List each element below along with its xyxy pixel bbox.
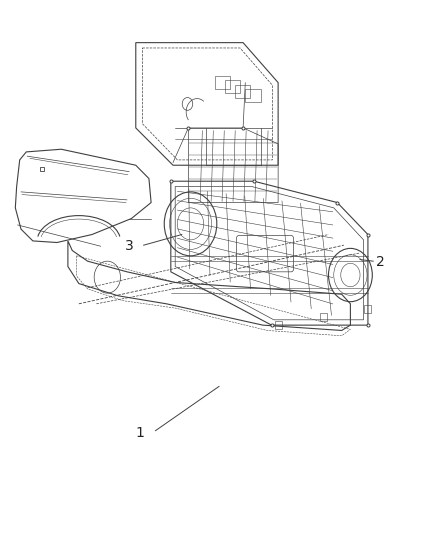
Text: 1: 1 — [136, 426, 145, 440]
Text: 2: 2 — [376, 255, 385, 269]
Bar — [275, 321, 282, 329]
Text: 3: 3 — [125, 239, 134, 253]
Bar — [320, 313, 326, 321]
Bar — [364, 305, 371, 313]
